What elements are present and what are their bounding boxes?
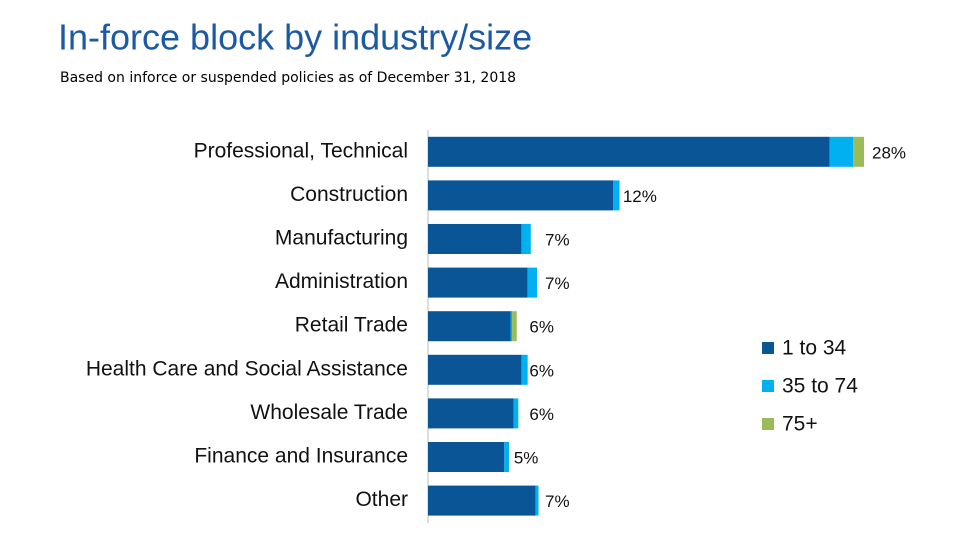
bar-segment <box>428 398 514 429</box>
bar-segment <box>521 354 528 385</box>
category-label: Other <box>355 488 408 511</box>
bar-segment <box>853 136 864 167</box>
bar-segment <box>428 267 528 298</box>
bar-segment <box>428 485 536 516</box>
legend-label: 35 to 74 <box>782 375 858 398</box>
total-label: 6% <box>529 405 554 424</box>
bar-segment <box>428 224 522 254</box>
legend-label: 75+ <box>782 413 818 436</box>
bar-segment <box>829 136 854 167</box>
bar-segment <box>510 311 513 342</box>
chart-subtitle: Based on inforce or suspended policies a… <box>60 70 516 86</box>
total-label: 5% <box>514 448 539 467</box>
total-label: 6% <box>529 318 554 337</box>
bar-segment <box>428 442 505 472</box>
total-label: 6% <box>529 361 554 380</box>
category-label: Health Care and Social Assistance <box>86 357 408 380</box>
category-label: Retail Trade <box>295 314 408 337</box>
category-label: Manufacturing <box>275 227 408 250</box>
bar-segment <box>513 398 519 429</box>
legend-swatch <box>762 418 774 430</box>
category-label: Construction <box>290 183 408 206</box>
total-label: 7% <box>545 274 570 293</box>
category-label: Administration <box>275 270 408 293</box>
bar-segment <box>527 267 537 298</box>
legend-swatch <box>762 380 774 392</box>
bar-segment <box>428 354 522 385</box>
category-label: Finance and Insurance <box>194 445 408 468</box>
total-label: 7% <box>545 492 570 511</box>
bar-segment <box>613 180 620 211</box>
category-label: Wholesale Trade <box>250 401 408 424</box>
legend-swatch <box>762 342 774 354</box>
total-label: 12% <box>623 187 657 206</box>
chart-title: In-force block by industry/size <box>58 17 532 58</box>
category-label: Professional, Technical <box>194 139 408 162</box>
legend-label: 1 to 34 <box>782 337 847 360</box>
bar-segment <box>512 311 517 342</box>
total-label: 28% <box>872 143 906 162</box>
total-label: 7% <box>545 230 570 249</box>
bar-segment <box>504 442 509 472</box>
bar-segment <box>521 224 531 254</box>
bar-segment <box>428 311 511 342</box>
bar-segment <box>535 485 539 516</box>
bar-segment <box>428 136 830 167</box>
bar-segment <box>428 180 614 211</box>
